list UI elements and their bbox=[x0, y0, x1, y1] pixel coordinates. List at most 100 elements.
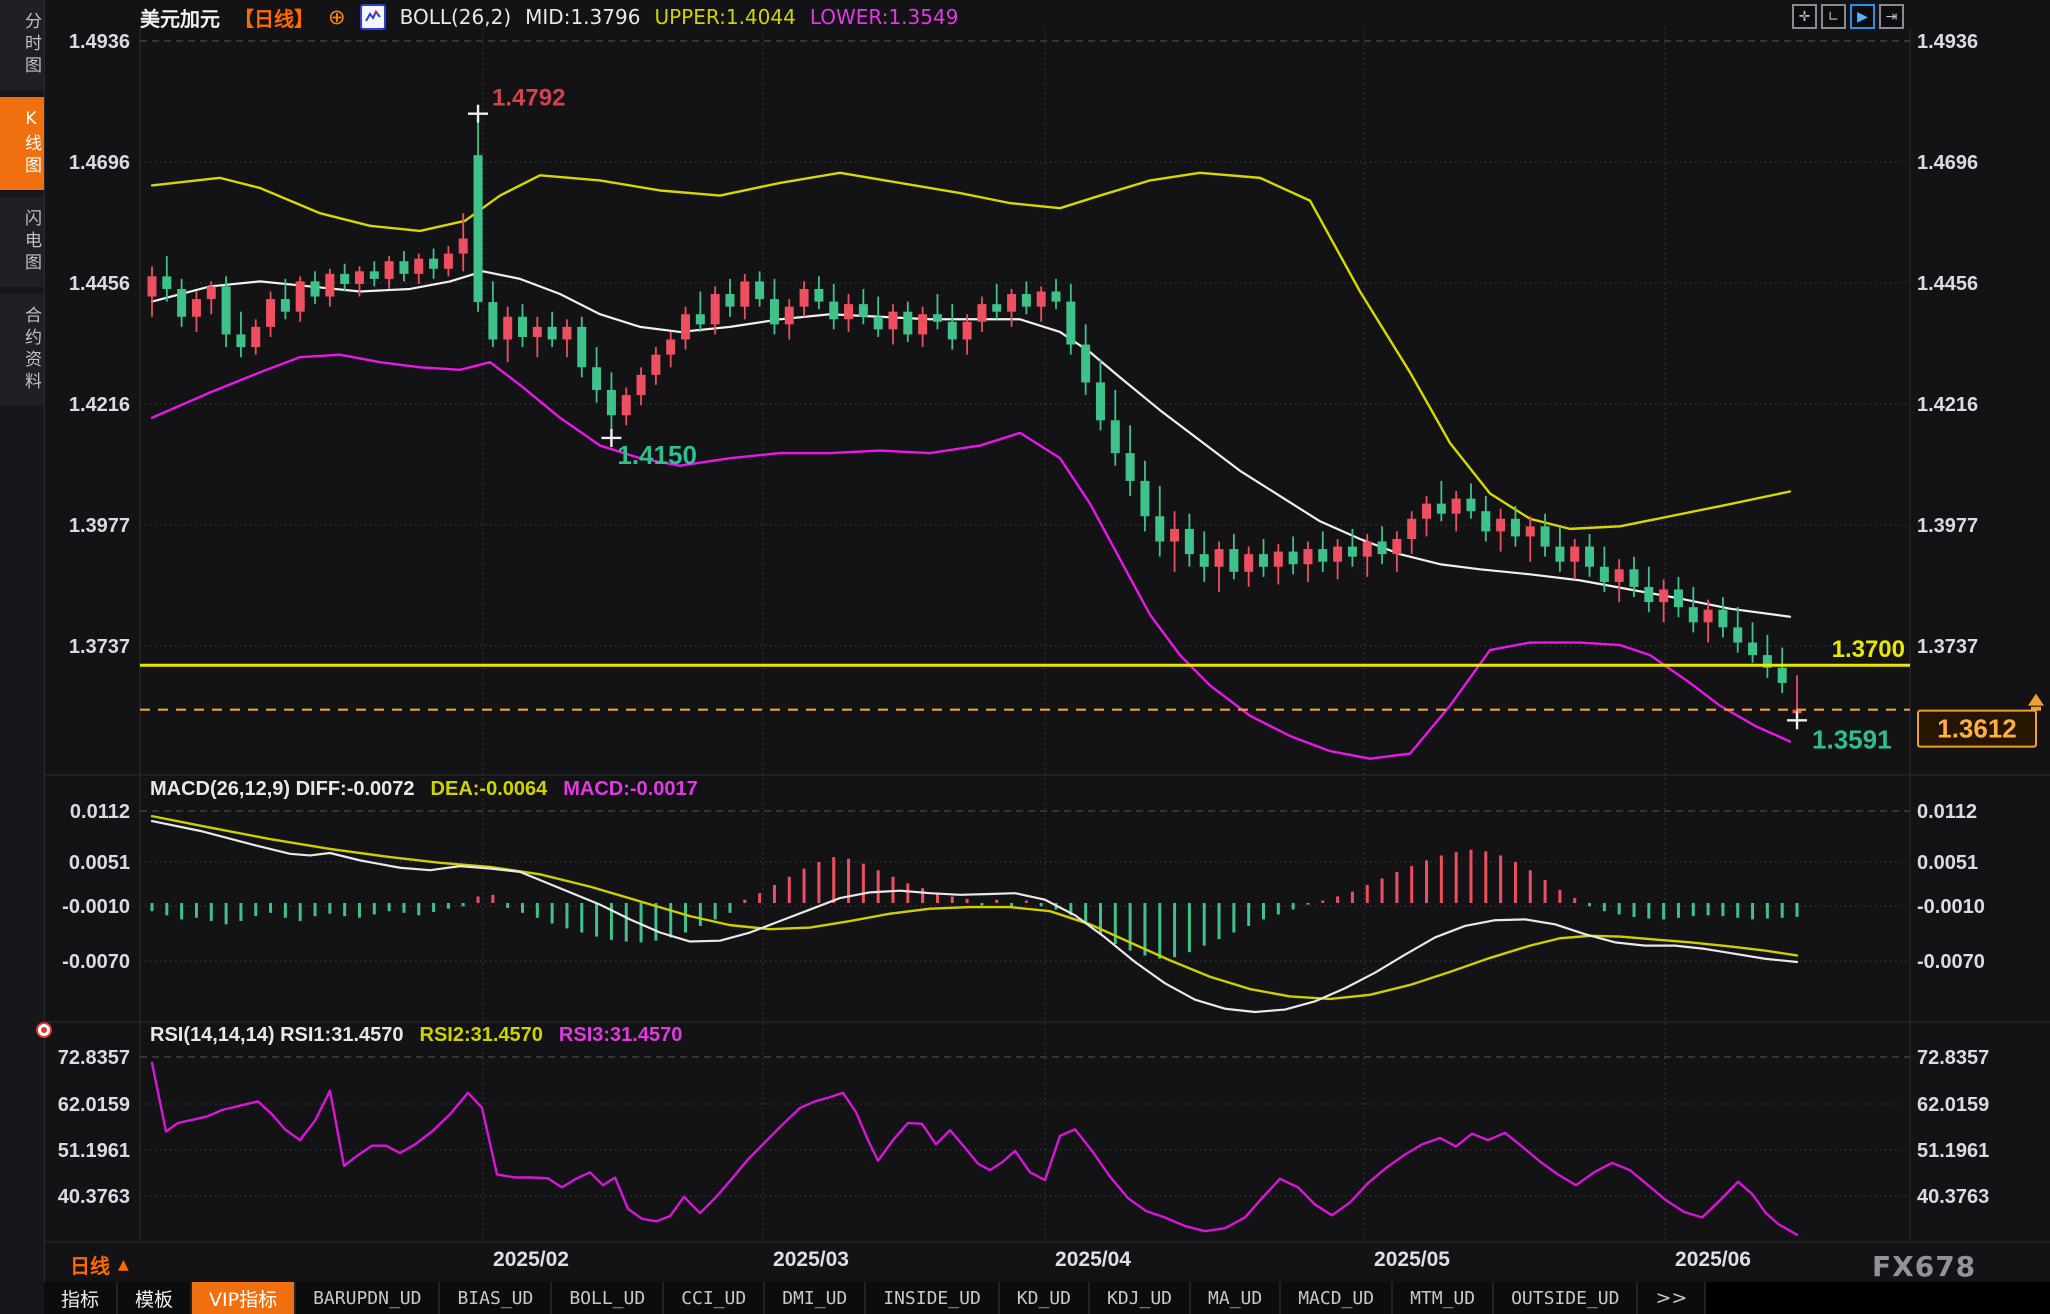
candle-body bbox=[784, 306, 794, 325]
period-label: 【日线】 bbox=[234, 6, 314, 31]
candle-body bbox=[992, 304, 1002, 312]
candle-body bbox=[1659, 589, 1669, 603]
macd-dea-line bbox=[150, 814, 1799, 1001]
candle-body bbox=[295, 281, 305, 312]
candle-body bbox=[1451, 498, 1461, 514]
candle-body bbox=[1155, 516, 1165, 542]
candle-body bbox=[1436, 503, 1446, 514]
tab-KDJ_UD[interactable]: KDJ_UD bbox=[1089, 1282, 1192, 1314]
sidebar-item-flash-chart[interactable]: 闪电图 bbox=[0, 197, 44, 287]
playback-tool-button[interactable]: ▶ bbox=[1850, 4, 1875, 29]
candle-body bbox=[1733, 627, 1743, 643]
candle-body bbox=[1555, 546, 1565, 562]
candle-body bbox=[710, 294, 720, 325]
price-axis-label-right: 1.4456 bbox=[1917, 273, 1978, 295]
macd-axis-label-left: 0.0051 bbox=[69, 852, 130, 874]
candle-body bbox=[888, 311, 898, 330]
candle-body bbox=[191, 299, 201, 317]
candle-body bbox=[725, 294, 735, 307]
tab-VIP指标[interactable]: VIP指标 bbox=[192, 1282, 297, 1314]
candle-body bbox=[384, 261, 394, 279]
candle-body bbox=[1688, 607, 1698, 623]
candle-body bbox=[310, 281, 320, 297]
macd-axis-label-left: -0.0070 bbox=[62, 951, 130, 973]
rsi-axis-label-left: 62.0159 bbox=[58, 1094, 130, 1116]
tab-MTM_UD[interactable]: MTM_UD bbox=[1393, 1282, 1495, 1314]
bollinger-bands bbox=[150, 171, 1792, 760]
candle-body bbox=[829, 301, 839, 320]
rsi-axis-label-right: 40.3763 bbox=[1917, 1186, 1989, 1208]
tab-MACD_UD[interactable]: MACD_UD bbox=[1281, 1282, 1394, 1314]
boll-mid-line bbox=[150, 270, 1792, 618]
tab-BOLL_UD[interactable]: BOLL_UD bbox=[552, 1282, 665, 1314]
sidebar-item-time-chart[interactable]: 分时图 bbox=[0, 0, 44, 90]
sidebar: 分时图 K线图 闪电图 合约资料 bbox=[0, 0, 45, 1314]
tab-模板[interactable]: 模板 bbox=[118, 1282, 193, 1314]
tab-OUTSIDE_UD[interactable]: OUTSIDE_UD bbox=[1494, 1282, 1639, 1314]
tab-MA_UD[interactable]: MA_UD bbox=[1191, 1282, 1282, 1314]
boll-upper-value: UPPER:1.4044 bbox=[654, 5, 796, 29]
rsi-header: RSI(14,14,14) RSI1:31.4570 RSI2:31.4570 RS… bbox=[150, 1024, 682, 1046]
add-symbol-icon[interactable]: ⊕ bbox=[328, 5, 346, 29]
candle-body bbox=[1629, 569, 1639, 587]
candle-body bbox=[1362, 541, 1372, 557]
candle-body bbox=[532, 326, 542, 337]
price-axis-labels: 1.4936 1.4936 1.4696 1.4696 1.4456 1.4456 1.42… bbox=[69, 31, 1978, 658]
tab-INSIDE_UD[interactable]: INSIDE_UD bbox=[866, 1282, 1000, 1314]
tab-DMI_UD[interactable]: DMI_UD bbox=[765, 1282, 867, 1314]
rsi-axis-label-left: 72.8357 bbox=[58, 1047, 130, 1069]
axis-scale-tool-button[interactable]: ∟ bbox=[1821, 4, 1846, 29]
grid bbox=[140, 28, 1910, 1242]
candle-body bbox=[1422, 503, 1432, 519]
candle-body bbox=[1540, 526, 1550, 547]
candle-body bbox=[799, 288, 809, 307]
timeframe-label: 日线 bbox=[70, 1254, 110, 1278]
target-marker-icon[interactable] bbox=[36, 1022, 52, 1038]
sidebar-item-contract-info[interactable]: 合约资料 bbox=[0, 294, 44, 406]
tab-more[interactable]: >> bbox=[1638, 1282, 1707, 1314]
macd-axis-label-right: -0.0010 bbox=[1917, 896, 1985, 918]
tab-指标[interactable]: 指标 bbox=[44, 1282, 119, 1314]
indicator-icon[interactable] bbox=[359, 4, 386, 30]
timeframe-selector[interactable]: 日线 ▲ bbox=[70, 1250, 129, 1279]
candle-body bbox=[488, 302, 498, 340]
candle-body bbox=[918, 314, 928, 335]
candle-body bbox=[577, 326, 587, 368]
candle-body bbox=[1021, 294, 1031, 307]
candle-body bbox=[369, 271, 379, 279]
tab-KD_UD[interactable]: KD_UD bbox=[999, 1282, 1090, 1314]
candle-body bbox=[592, 367, 602, 390]
candle-body bbox=[399, 261, 409, 274]
tab-BIAS_UD[interactable]: BIAS_UD bbox=[440, 1282, 553, 1314]
scroll-to-latest-arrow-icon[interactable] bbox=[2028, 693, 2044, 706]
rsi-axis-labels: 72.8357 72.8357 62.0159 62.0159 51.1961 51.19… bbox=[58, 1047, 1990, 1208]
scroll-to-latest-arrow bbox=[2028, 693, 2044, 711]
candle-body bbox=[1051, 291, 1061, 302]
candle-body bbox=[547, 326, 557, 340]
pan-right-tool-button[interactable]: ⇥ bbox=[1879, 4, 1904, 29]
candle-body bbox=[1525, 526, 1535, 537]
price-axis-label-right: 1.4216 bbox=[1917, 394, 1978, 416]
candle-body bbox=[932, 314, 942, 322]
crosshair-tool-button[interactable]: ✛ bbox=[1792, 4, 1817, 29]
macd-axis-label-left: 0.0112 bbox=[70, 801, 130, 823]
candlestick-series bbox=[147, 113, 1802, 721]
sidebar-item-candle-chart[interactable]: K线图 bbox=[0, 97, 44, 190]
month-labels: 2025/02 2025/03 2025/04 2025/05 2025/06 bbox=[493, 1248, 1751, 1271]
price-axis-label-right: 1.4696 bbox=[1917, 152, 1978, 174]
candle-body bbox=[1377, 541, 1387, 555]
scroll-to-latest-arrow-base[interactable] bbox=[2031, 706, 2041, 711]
candle-body bbox=[977, 304, 987, 322]
candle-body bbox=[1288, 551, 1298, 565]
candle-body bbox=[1081, 344, 1091, 383]
candle-body bbox=[1318, 549, 1328, 562]
support-line-label: 1.3700 bbox=[1832, 636, 1905, 663]
candle-body bbox=[1570, 546, 1580, 562]
tab-BARUPDN_UD[interactable]: BARUPDN_UD bbox=[296, 1282, 441, 1314]
price-axis-label-left: 1.4696 bbox=[69, 152, 130, 174]
candle-body bbox=[251, 326, 261, 348]
price-axis-label-left: 1.3977 bbox=[69, 515, 130, 537]
tab-CCI_UD[interactable]: CCI_UD bbox=[664, 1282, 766, 1314]
candle-body bbox=[1673, 589, 1683, 608]
